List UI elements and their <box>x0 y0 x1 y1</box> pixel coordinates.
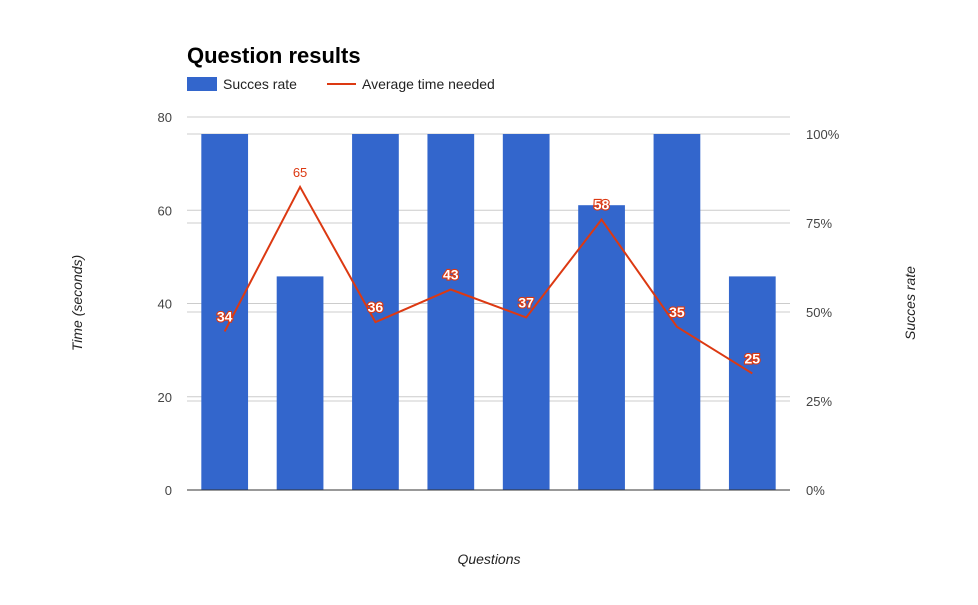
line-series <box>223 184 753 375</box>
left-tick-label: 20 <box>158 390 172 405</box>
bar-succes-rate <box>352 134 399 490</box>
bar-succes-rate <box>427 134 475 490</box>
right-tick-label: 50% <box>806 305 832 320</box>
bar-series <box>201 134 776 490</box>
left-axis-ticks: 0 20 40 60 80 <box>158 110 172 498</box>
y-axis-left-title: Time (seconds) <box>69 255 85 351</box>
right-tick-label: 75% <box>806 216 832 231</box>
line-data-label: 65 <box>293 165 307 180</box>
x-axis-title: Questions <box>457 551 520 567</box>
line-data-label: 43 <box>443 267 459 283</box>
bar-succes-rate <box>728 276 776 490</box>
line-data-label: 35 <box>669 304 685 320</box>
left-tick-label: 80 <box>158 110 172 125</box>
right-tick-label: 0% <box>806 483 825 498</box>
line-data-labels: 34 65 36 43 37 58 35 25 <box>216 165 762 368</box>
right-tick-label: 100% <box>806 127 840 142</box>
left-tick-label: 0 <box>165 483 172 498</box>
legend-label-average-time: Average time needed <box>362 76 495 92</box>
line-data-label: 58 <box>594 197 610 213</box>
line-data-label: 36 <box>368 299 384 315</box>
bar-succes-rate <box>201 134 249 490</box>
y-axis-right-title: Succes rate <box>902 266 918 340</box>
right-tick-label: 25% <box>806 394 832 409</box>
line-data-label: 25 <box>745 350 761 366</box>
line-average-time <box>223 184 753 375</box>
legend-swatch-succes-rate <box>187 77 217 91</box>
right-axis-ticks: 0% 25% 50% 75% 100% <box>806 127 840 498</box>
chart-title: Question results <box>187 43 361 68</box>
line-data-label: 37 <box>518 294 534 310</box>
line-data-label: 34 <box>217 308 233 324</box>
bar-succes-rate <box>578 205 625 490</box>
left-tick-label: 40 <box>158 297 172 312</box>
legend-label-succes-rate: Succes rate <box>223 76 297 92</box>
left-tick-label: 60 <box>158 203 172 218</box>
legend: Succes rate Average time needed <box>187 76 495 92</box>
bar-succes-rate <box>276 276 324 490</box>
bar-succes-rate <box>653 134 701 490</box>
